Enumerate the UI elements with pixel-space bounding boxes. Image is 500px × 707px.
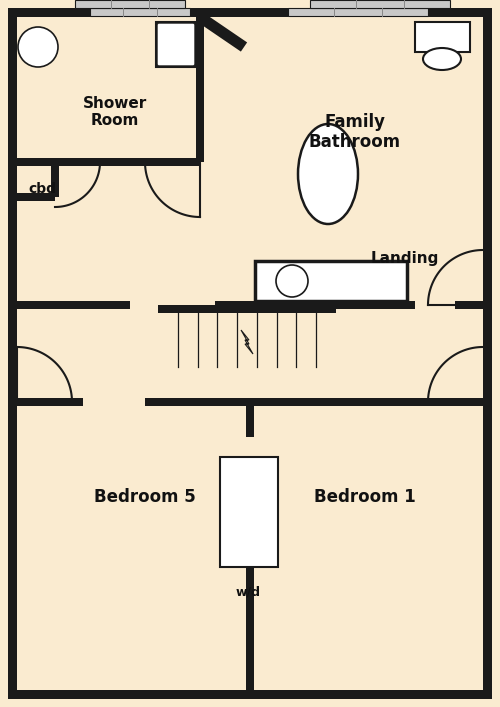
Text: w/d: w/d xyxy=(236,585,260,599)
Circle shape xyxy=(18,27,58,67)
Bar xyxy=(246,477,254,690)
Bar xyxy=(310,0,450,8)
Text: Family
Bathroom: Family Bathroom xyxy=(309,112,401,151)
Bar xyxy=(255,261,407,301)
Bar xyxy=(8,10,17,699)
Ellipse shape xyxy=(423,48,461,70)
Bar xyxy=(415,22,470,52)
Bar xyxy=(17,301,130,309)
Bar xyxy=(145,398,483,406)
Bar xyxy=(51,162,59,197)
Bar xyxy=(196,17,204,162)
Bar xyxy=(483,10,492,699)
Bar xyxy=(17,158,200,166)
Bar xyxy=(156,22,196,67)
Bar xyxy=(75,0,185,8)
Bar xyxy=(8,8,492,17)
Bar xyxy=(220,457,278,567)
Text: Bedroom 5: Bedroom 5 xyxy=(94,488,196,506)
Bar xyxy=(455,301,483,309)
Bar xyxy=(288,8,428,16)
Text: Bedroom 1: Bedroom 1 xyxy=(314,488,416,506)
Ellipse shape xyxy=(298,124,358,224)
Text: Shower
Room: Shower Room xyxy=(83,96,147,128)
Bar xyxy=(17,398,83,406)
Bar xyxy=(8,690,492,699)
Bar xyxy=(246,402,254,437)
Bar xyxy=(215,301,415,309)
Bar xyxy=(158,305,336,313)
Circle shape xyxy=(276,265,308,297)
Bar xyxy=(90,8,190,16)
FancyBboxPatch shape xyxy=(157,23,195,66)
Bar xyxy=(17,193,55,201)
Text: Landing: Landing xyxy=(371,252,439,267)
Text: cbd: cbd xyxy=(28,182,56,196)
Polygon shape xyxy=(241,330,253,354)
